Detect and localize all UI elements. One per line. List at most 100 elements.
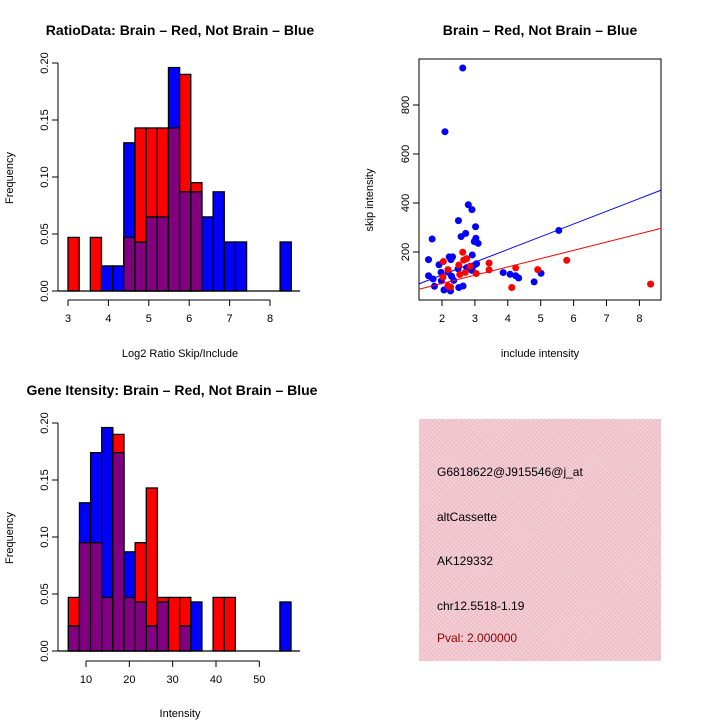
bar-overlap [101, 596, 114, 652]
bar-brain [212, 596, 225, 652]
bar-brain [67, 236, 80, 292]
y-tick-label: 0.15 [39, 109, 51, 130]
point-brain [647, 280, 655, 288]
x-tick-label: 20 [123, 674, 135, 686]
bar-not-brain [100, 265, 114, 292]
point-brain [439, 258, 447, 266]
point-not-brain [468, 206, 476, 214]
bar-not-brain [223, 241, 237, 292]
bar-brain [89, 236, 103, 292]
probe-id: G6818622@J915546@j_at [437, 465, 583, 479]
x-tick-label: 40 [210, 674, 222, 686]
point-not-brain [457, 233, 465, 241]
bar-overlap [89, 542, 103, 652]
pval: Pval: 2.000000 [437, 631, 518, 645]
point-brain [460, 256, 468, 264]
y-tick-label: 0.00 [39, 280, 51, 301]
scatter-xlabel: include intensity [501, 348, 580, 360]
point-brain [534, 266, 542, 274]
bar-overlap [178, 191, 192, 292]
bar-overlap [145, 216, 158, 292]
y-tick-label: 800 [400, 96, 412, 114]
scatter-title: Brain – Red, Not Brain – Blue [443, 22, 638, 38]
x-tick-label: 5 [538, 313, 544, 325]
gene-info-panel: G6818622@J915546@j_at altCassette AK1293… [419, 419, 661, 661]
x-tick-label: 7 [603, 313, 609, 325]
bar-overlap [156, 216, 170, 292]
point-not-brain [428, 235, 436, 243]
bar-overlap [67, 625, 81, 652]
point-brain [455, 261, 463, 269]
bar-not-brain [279, 241, 292, 292]
x-tick-label: 3 [65, 313, 71, 325]
bar-not-brain [112, 265, 125, 292]
y-tick-label: 0.15 [39, 469, 51, 490]
x-tick-label: 4 [105, 313, 111, 325]
point-not-brain [472, 223, 480, 231]
y-tick-label: 0.10 [39, 166, 51, 187]
point-brain [512, 264, 520, 272]
bar-not-brain [212, 191, 225, 292]
point-not-brain [459, 282, 467, 290]
point-not-brain [464, 201, 472, 209]
bar-overlap [190, 191, 203, 292]
y-tick-label: 0.20 [39, 52, 51, 73]
bar-not-brain [190, 601, 203, 652]
ratio-histogram: 0.00 0.05 0.10 0.15 0.20 3 4 5 6 7 8 [39, 52, 300, 325]
ratio-hist-xlabel: Log2 Ratio Skip/Include [122, 348, 238, 360]
point-not-brain [425, 256, 433, 264]
x-tick-label: 8 [267, 313, 273, 325]
bar-overlap [78, 542, 92, 652]
fit-line-brain [418, 227, 662, 290]
y-tick-label: 0.05 [39, 583, 51, 604]
point-not-brain [474, 239, 482, 247]
bar-brain [167, 596, 181, 652]
bar-overlap [123, 596, 136, 652]
y-tick-label: 600 [400, 145, 412, 163]
y-tick-label: 0.10 [39, 526, 51, 547]
bar-brain [223, 596, 237, 652]
x-tick-label: 8 [636, 313, 642, 325]
point-brain [466, 262, 474, 270]
y-tick-label: 0.05 [39, 223, 51, 244]
x-tick-label: 30 [167, 674, 179, 686]
point-not-brain [447, 256, 455, 264]
intensity-histogram: 0.00 0.05 0.10 0.15 0.20 10 20 30 40 50 [39, 412, 300, 686]
point-brain [439, 273, 447, 281]
bar-overlap [156, 601, 170, 652]
scatter-ylabel: skip intensity [364, 168, 376, 231]
point-brain [444, 282, 452, 290]
accession: AK129332 [437, 554, 494, 568]
point-brain [508, 284, 516, 292]
point-brain [472, 270, 480, 278]
chromosome-location: chr12.5518-1.19 [437, 599, 525, 613]
point-brain [444, 266, 452, 274]
y-tick-label: 0.00 [39, 640, 51, 661]
point-not-brain [530, 278, 538, 286]
x-tick-label: 6 [186, 313, 192, 325]
bar-overlap [112, 451, 125, 652]
point-not-brain [454, 217, 462, 225]
y-tick-label: 400 [400, 194, 412, 212]
point-not-brain [468, 251, 476, 259]
x-tick-label: 4 [505, 313, 511, 325]
point-brain [563, 256, 571, 264]
event-type: altCassette [437, 510, 498, 524]
scatter-plot: 200 400 600 800 2 3 4 5 6 7 8 [400, 58, 662, 325]
bar-overlap [123, 236, 136, 292]
y-tick-label: 0.20 [39, 412, 51, 433]
x-tick-label: 7 [227, 313, 233, 325]
point-brain [461, 268, 469, 276]
bar-not-brain [201, 216, 214, 292]
point-not-brain [459, 64, 467, 72]
bar-overlap [134, 601, 147, 652]
bar-overlap [167, 127, 181, 292]
y-tick-label: 200 [400, 243, 412, 261]
intensity-hist-xlabel: Intensity [160, 708, 201, 720]
bar-not-brain [234, 241, 248, 292]
x-tick-label: 5 [146, 313, 152, 325]
point-brain [485, 259, 493, 267]
x-tick-label: 3 [472, 313, 478, 325]
bar-overlap [179, 625, 192, 652]
